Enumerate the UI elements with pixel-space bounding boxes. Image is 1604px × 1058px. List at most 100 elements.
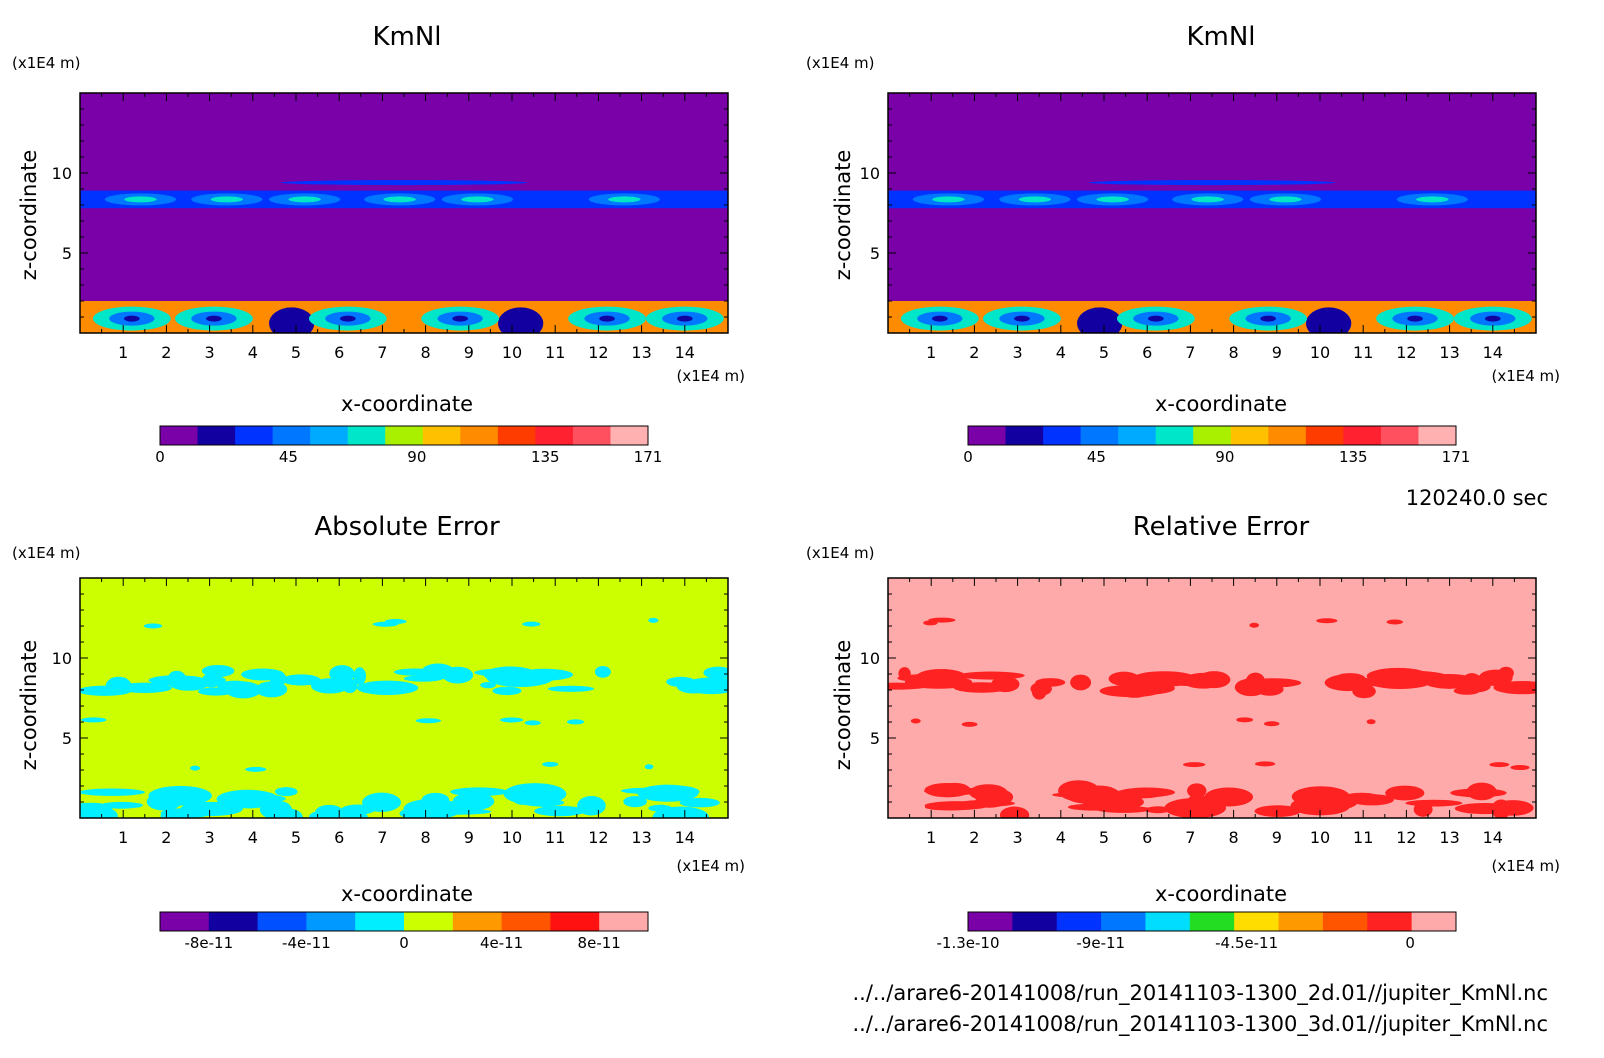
x-tick-label: 3: [205, 828, 215, 847]
heatmap-background: [888, 578, 1536, 818]
colorbar-swatch: [1268, 426, 1307, 445]
y-tick-label: 10: [52, 164, 72, 183]
x-tick-label: 10: [1310, 828, 1330, 847]
x-tick-label: 4: [248, 343, 258, 362]
colorbar-swatch: [1193, 426, 1232, 445]
heatmap-blob-core: [210, 196, 244, 203]
heatmap-cell-center: [124, 315, 140, 322]
heatmap-blob-core: [124, 196, 157, 203]
heatmap-patch: [1113, 788, 1164, 799]
heatmap-patch: [939, 782, 971, 797]
x-tick-label: 8: [421, 828, 431, 847]
heatmap-patch: [534, 805, 586, 817]
x-tick-label: 10: [502, 343, 522, 362]
heatmap-field: [888, 93, 1536, 333]
heatmap-patch: [450, 787, 508, 797]
heatmap-patch: [329, 665, 355, 683]
colorbar-swatch: [1305, 426, 1344, 445]
x-axis-label: x-coordinate: [1155, 392, 1287, 416]
y-tick-label: 5: [62, 244, 72, 263]
x-tick-label: 1: [118, 343, 128, 362]
heatmap-patch: [910, 718, 921, 724]
colorbar-swatch: [1101, 912, 1146, 931]
heatmap-patch: [1058, 780, 1100, 802]
heatmap-cell-center: [1407, 315, 1423, 322]
colorbar-swatch: [355, 912, 405, 931]
heatmap-patch: [197, 687, 234, 696]
y-unit-label: (x1E4 m): [12, 54, 81, 72]
x-tick-label: 10: [1310, 343, 1330, 362]
file-path-2: ../../arare6-20141008/run_20141103-1300_…: [852, 1012, 1548, 1037]
time-label: 120240.0 sec: [1406, 486, 1548, 510]
heatmap-patch: [1183, 762, 1206, 768]
colorbar-swatch: [404, 912, 454, 931]
heatmap-patch: [1454, 802, 1516, 815]
heatmap-blob-core: [1096, 196, 1129, 203]
colorbar-swatch: [1012, 912, 1058, 931]
heatmap-patch: [1478, 669, 1513, 687]
y-axis-label: z-coordinate: [831, 640, 855, 771]
heatmap-patch: [888, 682, 929, 690]
heatmap-sliver: [280, 180, 528, 186]
colorbar-tick-label: -8e-11: [184, 934, 233, 952]
y-tick-label: 10: [860, 164, 880, 183]
colorbar-swatch: [1411, 912, 1457, 931]
file-path-1: ../../arare6-20141008/run_20141103-1300_…: [852, 981, 1548, 1006]
x-tick-label: 6: [334, 828, 344, 847]
colorbar-swatch: [1367, 912, 1413, 931]
colorbar-frame: [967, 425, 1457, 446]
x-tick-label: 3: [1013, 343, 1023, 362]
heatmap-patch: [169, 675, 209, 691]
panel-title: Relative Error: [1133, 512, 1310, 542]
colorbar-swatch: [968, 912, 1013, 931]
heatmap-patch: [474, 668, 525, 677]
heatmap-patch: [1393, 674, 1429, 683]
heatmap-blob-core: [1018, 196, 1052, 203]
heatmap-cell-center: [1014, 315, 1030, 322]
heatmap-patch: [160, 809, 186, 818]
x-axis-label: x-coordinate: [1155, 882, 1287, 906]
colorbar-swatch: [257, 912, 307, 931]
colorbar-swatch: [1278, 912, 1324, 931]
x-tick-label: 13: [631, 343, 651, 362]
x-tick-label: 2: [161, 343, 171, 362]
x-tick-label: 1: [118, 828, 128, 847]
x-axis-label: x-coordinate: [341, 392, 473, 416]
heatmap-cell-center: [206, 315, 222, 322]
x-unit-label: (x1E4 m): [1491, 367, 1560, 385]
x-tick-label: 6: [1142, 828, 1152, 847]
heatmap-patch: [1108, 671, 1140, 686]
x-tick-label: 4: [1056, 828, 1066, 847]
x-tick-label: 1: [926, 343, 936, 362]
colorbar-tick-label: -9e-11: [1076, 934, 1125, 952]
heatmap-patch: [915, 668, 967, 686]
heatmap-cell-center: [1260, 315, 1276, 322]
heatmap-field: [80, 578, 728, 818]
colorbar: -8e-11 -4e-11 0 4e-11 8e-11: [159, 911, 649, 952]
heatmap-cell-center: [1148, 315, 1164, 322]
colorbar-tick-label: 45: [279, 448, 298, 466]
heatmap-cell-center: [932, 315, 948, 322]
colorbar-swatch: [1118, 426, 1157, 445]
heatmap-patch: [623, 796, 647, 808]
colorbar-tick-label: -4e-11: [282, 934, 331, 952]
colorbar-swatch: [208, 912, 259, 931]
y-tick-label: 10: [52, 649, 72, 668]
heatmap-patch: [190, 765, 201, 771]
colorbar: 0 45 90 135 171: [963, 425, 1470, 466]
heatmap-patch: [1118, 682, 1151, 698]
heatmap-patch: [1035, 678, 1066, 687]
heatmap-background: [888, 93, 1536, 333]
heatmap-patch: [1236, 717, 1254, 723]
x-tick-label: 3: [205, 343, 215, 362]
colorbar-swatch: [1343, 426, 1382, 445]
heatmap-patch: [566, 719, 585, 725]
heatmap-cell-center: [599, 315, 615, 322]
y-unit-label: (x1E4 m): [806, 544, 875, 562]
y-axis-label: z-coordinate: [17, 640, 41, 771]
heatmap-trough: [497, 307, 544, 333]
heatmap-patch: [143, 623, 163, 629]
heatmap-patch: [1453, 686, 1480, 695]
heatmap-patch: [424, 808, 492, 815]
